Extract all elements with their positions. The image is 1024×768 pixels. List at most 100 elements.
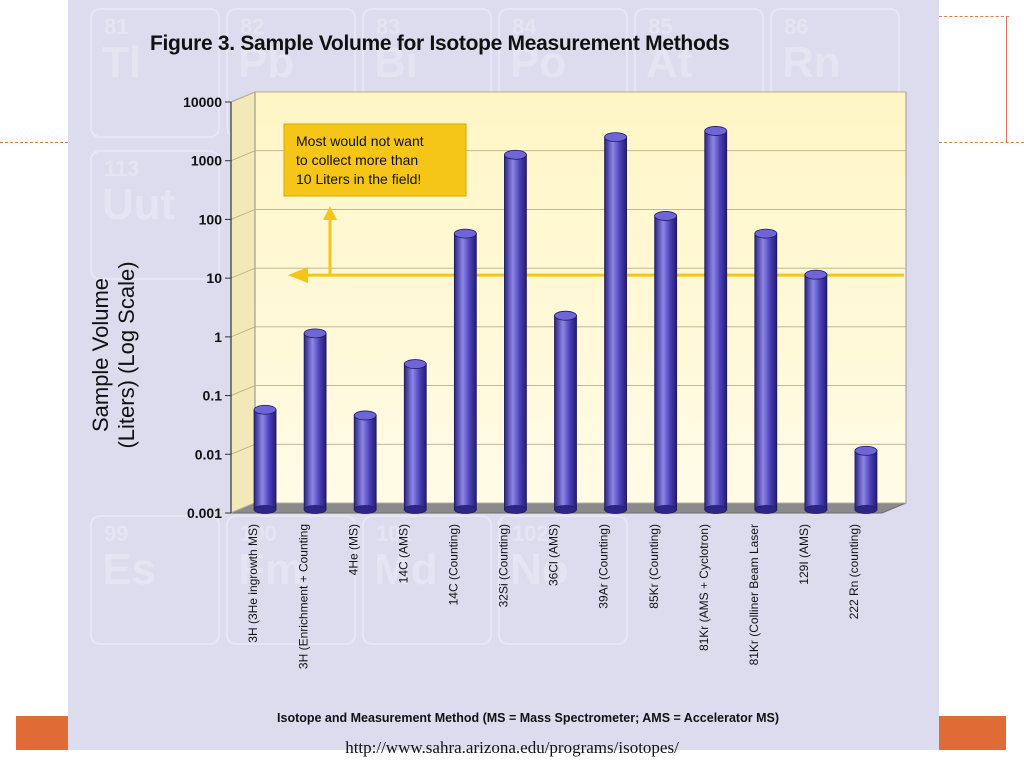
element-symbol: Pb xyxy=(238,38,295,87)
annotation-text: 10 Liters in the field! xyxy=(296,171,421,187)
x-tick-label: 81Kr (Colliner Beam Laser xyxy=(747,524,761,665)
x-tick-label: 39Ar (Counting) xyxy=(597,524,611,609)
element-number: 81 xyxy=(104,14,129,39)
bar-top xyxy=(253,404,277,415)
y-tick-label: 0.001 xyxy=(187,505,222,521)
bar-base xyxy=(854,505,878,514)
bar xyxy=(604,132,627,514)
element-cell: 100 Fm xyxy=(226,515,356,645)
x-tick-label: 4He (MS) xyxy=(346,524,360,575)
element-cell: 86 Rn xyxy=(770,8,900,138)
bar-body xyxy=(654,215,678,510)
element-symbol: Md xyxy=(374,545,438,594)
annotation-box xyxy=(283,123,467,197)
element-symbol: Uut xyxy=(102,180,176,229)
threshold-arrow-up xyxy=(323,206,337,220)
bar-top xyxy=(554,310,577,321)
y-tick-label: 100 xyxy=(199,211,223,227)
y-tick-label: 0.1 xyxy=(203,388,223,404)
slide-edge-right xyxy=(1006,16,1007,142)
y-tick-label: 10 xyxy=(206,270,222,286)
element-symbol: Bi xyxy=(374,38,418,87)
bar-body xyxy=(253,409,277,510)
element-cell: 81 Tl xyxy=(90,8,220,138)
threshold-arrow-left xyxy=(288,267,308,284)
y-gridline xyxy=(230,385,906,396)
bar-base xyxy=(403,505,427,514)
bar-top xyxy=(804,269,828,280)
slide-rule-upper-right xyxy=(939,16,1009,17)
bar-base xyxy=(303,505,327,514)
x-tick-label: 3H (3He ingrowth MS) xyxy=(246,524,260,643)
element-number: 113 xyxy=(104,156,140,181)
bar-body xyxy=(504,154,527,510)
element-cell: 113 Uut xyxy=(90,150,220,280)
x-tick-label: 14C (AMS) xyxy=(396,524,410,583)
slide-footer-bar-right xyxy=(939,716,1006,750)
element-cell: 102 No xyxy=(498,515,628,645)
bar xyxy=(453,228,477,514)
plot-left-wall xyxy=(230,91,256,514)
bar xyxy=(654,211,678,514)
y-gridline xyxy=(230,150,906,162)
element-number: 82 xyxy=(240,14,265,39)
figure-title: Figure 3. Sample Volume for Isotope Meas… xyxy=(150,32,730,55)
bar-base xyxy=(804,505,828,514)
element-number: 99 xyxy=(104,521,129,546)
bar xyxy=(504,149,527,514)
annotation-text: Most would not want xyxy=(296,133,424,149)
bar-body xyxy=(704,130,728,510)
bar-body xyxy=(804,274,828,510)
x-tick-label: 85Kr (Counting) xyxy=(647,524,661,609)
bar-top xyxy=(854,445,878,456)
bar-body xyxy=(604,136,627,510)
element-number: 102 xyxy=(512,521,549,546)
y-tick-label: 1 xyxy=(214,329,222,345)
bar xyxy=(303,328,327,514)
bar-top xyxy=(704,126,728,136)
x-tick-label: 222 Rn (counting) xyxy=(847,524,861,619)
bar-top xyxy=(754,228,778,239)
x-tick-label: 129I (AMS) xyxy=(797,524,811,585)
bar xyxy=(554,310,577,514)
bar-body xyxy=(754,233,778,510)
figure-panel: 81 Tl 82 Pb 83 Bi 84 Po 85 At 86 Rn 113 Uut 99 Es 100 Fm 1… xyxy=(68,0,939,750)
element-symbol: Po xyxy=(510,38,567,87)
bar-body xyxy=(554,315,577,510)
bar-top xyxy=(453,228,477,239)
slide-footer-bar-left xyxy=(16,716,68,750)
y-gridline xyxy=(230,208,906,220)
bar xyxy=(754,228,778,514)
element-cell: 99 Es xyxy=(90,515,220,645)
y-tick-label: 0.01 xyxy=(195,446,222,462)
element-number: 101 xyxy=(376,521,413,546)
y-tick-label: 1000 xyxy=(191,153,222,169)
bar-top xyxy=(504,149,527,160)
element-symbol: Tl xyxy=(102,38,142,87)
bar-base xyxy=(654,505,678,514)
bar-body xyxy=(303,332,327,510)
y-axis-title: (Liters) (Log Scale) xyxy=(114,261,139,448)
slide-rule-top-left xyxy=(0,142,68,143)
bar-top xyxy=(604,132,627,143)
element-cell: 85 At xyxy=(634,8,764,138)
x-tick-label: 81Kr (AMS + Cyclotron) xyxy=(697,524,711,651)
bar-base xyxy=(504,505,527,514)
bar-base xyxy=(604,505,627,514)
bar-top xyxy=(403,359,427,369)
bar xyxy=(253,404,277,514)
x-tick-label: 36Cl (AMS) xyxy=(547,524,561,586)
bar-body xyxy=(854,450,878,510)
x-axis-title: Isotope and Measurement Method (MS = Mas… xyxy=(277,711,779,725)
y-tick-label: 10000 xyxy=(183,94,222,110)
bar xyxy=(854,445,878,514)
bar-top xyxy=(654,211,678,221)
element-symbol: Es xyxy=(102,545,156,594)
bar-base xyxy=(453,505,477,514)
source-url[interactable]: http://www.sahra.arizona.edu/programs/is… xyxy=(345,738,679,757)
y-gridline xyxy=(230,267,906,279)
element-cell: 82 Pb xyxy=(226,8,356,138)
bar-base xyxy=(353,505,377,514)
element-symbol: At xyxy=(646,38,693,87)
